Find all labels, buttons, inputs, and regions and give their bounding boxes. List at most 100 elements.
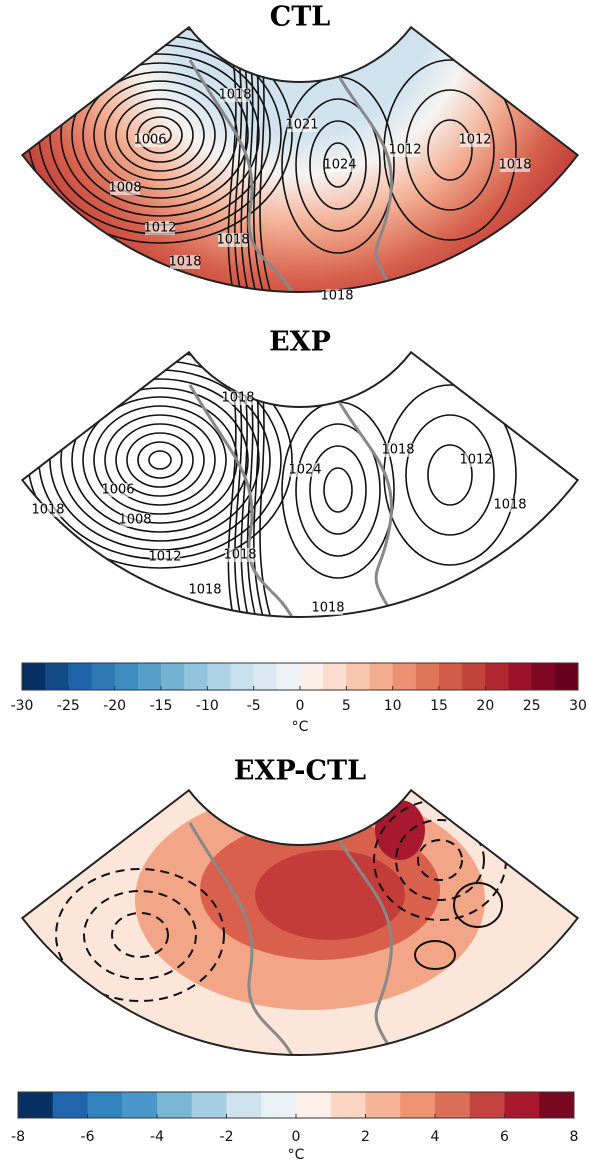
colorbar-segment <box>509 663 533 690</box>
isobar <box>310 446 366 534</box>
isobar <box>72 388 248 532</box>
panel-title: EXP <box>269 327 331 358</box>
contour-label: 1018 <box>168 255 201 270</box>
colorbar-segment <box>184 663 208 690</box>
colorbar-segment <box>539 1092 574 1118</box>
colorbar-segment <box>22 663 46 690</box>
colorbar-segment <box>555 663 579 690</box>
contour-label: 1018 <box>381 443 414 458</box>
colorbar-segment <box>323 663 347 690</box>
colorbar-unit: °C <box>292 719 309 735</box>
colorbar-segment <box>366 1092 401 1118</box>
contour-label: 1018 <box>320 289 353 304</box>
colorbar-segment <box>231 663 255 690</box>
colorbar-segment <box>115 663 139 690</box>
contour-label: 1012 <box>458 133 491 148</box>
colorbar-tick-label: -30 <box>11 698 34 714</box>
colorbar-tick-label: 25 <box>523 698 541 714</box>
colorbar-segment <box>300 663 324 690</box>
colorbar-tick-label: 15 <box>430 698 448 714</box>
isobar <box>260 365 280 645</box>
colorbar-segment <box>346 663 370 690</box>
colorbar-segment <box>138 663 162 690</box>
contour-label: 1018 <box>216 233 249 248</box>
colorbar-segment <box>485 663 509 690</box>
colorbar-segment <box>416 663 440 690</box>
colorbar-tick-label: -2 <box>220 1129 234 1145</box>
contour-label: 1006 <box>101 483 134 498</box>
colorbar-tick-label: -10 <box>196 698 219 714</box>
map <box>22 27 577 330</box>
colorbar-segment <box>261 1092 296 1118</box>
contour-label: 1018 <box>188 583 221 598</box>
colorbar-segment <box>532 663 556 690</box>
contour-label: 1018 <box>223 548 256 563</box>
contour-label: 1018 <box>218 88 251 103</box>
colorbar-tick-label: -6 <box>81 1129 95 1145</box>
contour-label: 1018 <box>31 503 64 518</box>
colorbar-segment <box>370 663 394 690</box>
colorbar-segment <box>157 1092 192 1118</box>
isobar <box>324 468 352 512</box>
colorbar-tick-label: 6 <box>500 1129 509 1145</box>
colorbar-segment <box>207 663 231 690</box>
contour-label: 1012 <box>143 221 176 236</box>
colorbar-unit: °C <box>288 1147 305 1163</box>
colorbar-tick-label: -25 <box>57 698 80 714</box>
contour-label: 1018 <box>221 391 254 406</box>
contour-label: 1008 <box>118 513 151 528</box>
colorbar-segment <box>68 663 92 690</box>
colorbar-tick-label: 30 <box>569 698 587 714</box>
colorbar-segment <box>161 663 185 690</box>
colorbar-segment <box>45 663 69 690</box>
contour-label: 1018 <box>311 601 344 616</box>
contour-label: 1018 <box>498 158 531 173</box>
colorbar-segment <box>122 1092 157 1118</box>
colorbar-tick-label: 2 <box>361 1129 370 1145</box>
colorbar-tick-label: 20 <box>476 698 494 714</box>
contour-label: 1008 <box>108 181 141 196</box>
panel-title: EXP-CTL <box>234 756 366 787</box>
colorbar-segment <box>393 663 417 690</box>
map <box>22 790 577 1093</box>
contour-label: 1018 <box>493 498 526 513</box>
isobar <box>127 433 193 487</box>
isobar <box>149 451 171 469</box>
isobar <box>138 442 182 478</box>
colorbar-tick-label: -20 <box>103 698 126 714</box>
colorbar-segment <box>88 1092 123 1118</box>
colorbar-segment <box>505 1092 540 1118</box>
colorbar-segment <box>462 663 486 690</box>
colorbar-tick-label: -8 <box>11 1129 25 1145</box>
colorbar-tick-label: 5 <box>342 698 351 714</box>
contour-label: 1024 <box>288 463 321 478</box>
colorbar-segment <box>296 1092 331 1118</box>
figure: CTL1006100810121018101810181024102110181… <box>0 0 590 1163</box>
contour-label: 1012 <box>148 550 181 565</box>
isobar <box>406 415 494 535</box>
colorbar-segment <box>192 1092 227 1118</box>
contour-label: 1006 <box>133 133 166 148</box>
colorbar-tick-label: 10 <box>384 698 402 714</box>
colorbar-tick-label: 0 <box>292 1129 301 1145</box>
anomaly-patch <box>255 850 405 940</box>
colorbar-segment <box>227 1092 262 1118</box>
colorbar-segment <box>277 663 301 690</box>
contour-label: 1024 <box>323 158 356 173</box>
contour-label: 1012 <box>388 143 421 158</box>
isobar <box>282 402 394 578</box>
coastline <box>190 385 400 655</box>
temperature-field <box>22 27 577 292</box>
isobar <box>94 406 226 514</box>
colorbar-segment <box>18 1092 53 1118</box>
colorbar-segment <box>331 1092 366 1118</box>
colorbar-tick-label: -15 <box>150 698 173 714</box>
colorbar-segment <box>439 663 463 690</box>
colorbar-segment <box>92 663 116 690</box>
colorbar-segment <box>53 1092 88 1118</box>
colorbar-tick-label: 4 <box>431 1129 440 1145</box>
colorbar-tick-label: -4 <box>150 1129 164 1145</box>
colorbar-segment <box>470 1092 505 1118</box>
isobar <box>384 385 516 565</box>
colorbar-segment <box>254 663 278 690</box>
